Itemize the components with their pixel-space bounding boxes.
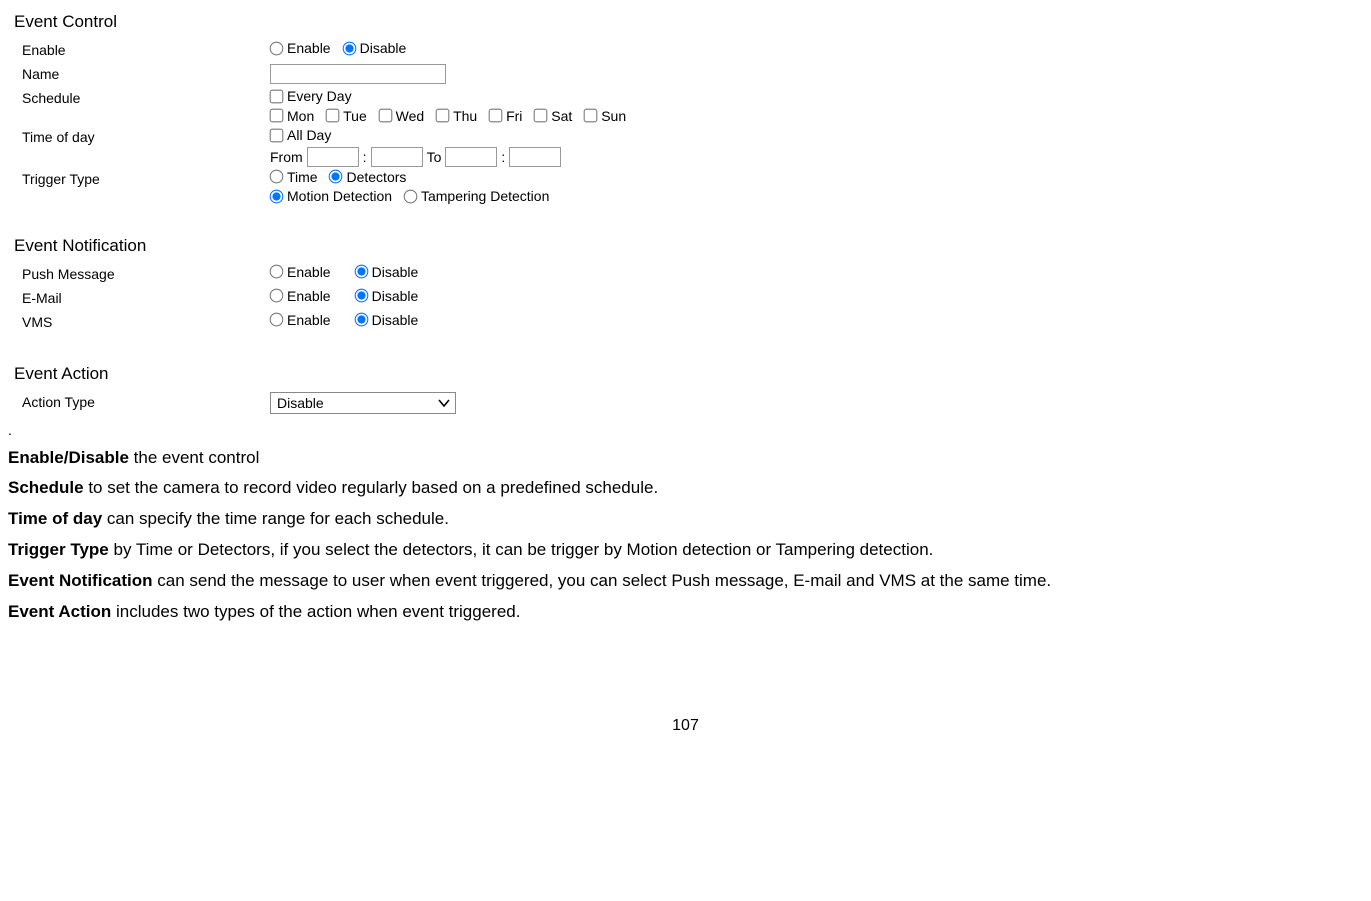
descriptions: Enable/Disable the event control Schedul… bbox=[8, 444, 1367, 627]
check-sat[interactable]: Sat bbox=[534, 108, 572, 124]
colon-1: : bbox=[363, 149, 367, 165]
check-thu-label: Thu bbox=[453, 108, 477, 124]
row-time-of-day: Time of day All Day From : To : bbox=[22, 127, 1367, 167]
label-push-message: Push Message bbox=[22, 264, 270, 282]
input-to-min[interactable] bbox=[509, 147, 561, 167]
colon-2: : bbox=[501, 149, 505, 165]
desc-enable-disable: Enable/Disable the event control bbox=[8, 444, 1367, 473]
label-trigger-type: Trigger Type bbox=[22, 169, 270, 187]
check-tue-label: Tue bbox=[343, 108, 367, 124]
radio-email-enable-label: Enable bbox=[287, 288, 331, 304]
check-all-day-label: All Day bbox=[287, 127, 331, 143]
row-name: Name bbox=[22, 64, 1367, 86]
desc-event-notification: Event Notification can send the message … bbox=[8, 567, 1367, 596]
radio-push-enable-label: Enable bbox=[287, 264, 331, 280]
radio-motion-detection-label: Motion Detection bbox=[287, 188, 392, 204]
radio-vms-enable[interactable]: Enable bbox=[270, 312, 331, 328]
radio-enable-enable[interactable]: Enable bbox=[270, 40, 331, 56]
radio-trigger-detectors-label: Detectors bbox=[346, 169, 406, 185]
label-to: To bbox=[427, 149, 442, 165]
desc-schedule: Schedule to set the camera to record vid… bbox=[8, 474, 1367, 503]
radio-enable-disable[interactable]: Disable bbox=[343, 40, 407, 56]
input-name[interactable] bbox=[270, 64, 446, 84]
radio-vms-disable[interactable]: Disable bbox=[355, 312, 419, 328]
radio-enable-disable-label: Disable bbox=[360, 40, 407, 56]
check-all-day[interactable]: All Day bbox=[270, 127, 331, 143]
check-every-day-label: Every Day bbox=[287, 88, 352, 104]
section-title-event-control: Event Control bbox=[14, 12, 1367, 32]
radio-email-disable-label: Disable bbox=[372, 288, 419, 304]
radio-email-enable[interactable]: Enable bbox=[270, 288, 331, 304]
page-number: 107 bbox=[4, 717, 1367, 735]
desc-trigger-type: Trigger Type by Time or Detectors, if yo… bbox=[8, 536, 1367, 565]
check-sun[interactable]: Sun bbox=[584, 108, 626, 124]
check-sat-label: Sat bbox=[551, 108, 572, 124]
radio-push-disable[interactable]: Disable bbox=[355, 264, 419, 280]
row-vms: VMS Enable Disable bbox=[22, 312, 1367, 334]
radio-tampering-detection[interactable]: Tampering Detection bbox=[404, 188, 549, 204]
stray-dot: . bbox=[8, 422, 1367, 438]
check-tue[interactable]: Tue bbox=[326, 108, 367, 124]
label-email: E-Mail bbox=[22, 288, 270, 306]
check-fri-label: Fri bbox=[506, 108, 522, 124]
radio-vms-disable-label: Disable bbox=[372, 312, 419, 328]
radio-trigger-time[interactable]: Time bbox=[270, 169, 318, 185]
label-from: From bbox=[270, 149, 303, 165]
desc-event-action: Event Action includes two types of the a… bbox=[8, 598, 1367, 627]
chevron-down-icon bbox=[437, 396, 451, 413]
row-enable: Enable Enable Disable bbox=[22, 40, 1367, 62]
check-mon-label: Mon bbox=[287, 108, 314, 124]
section-title-event-action: Event Action bbox=[14, 364, 1367, 384]
radio-enable-enable-label: Enable bbox=[287, 40, 331, 56]
radio-motion-detection[interactable]: Motion Detection bbox=[270, 188, 392, 204]
radio-email-disable[interactable]: Disable bbox=[355, 288, 419, 304]
radio-trigger-detectors[interactable]: Detectors bbox=[329, 169, 406, 185]
label-time-of-day: Time of day bbox=[22, 127, 270, 145]
label-name: Name bbox=[22, 64, 270, 82]
radio-vms-enable-label: Enable bbox=[287, 312, 331, 328]
row-action-type: Action Type Disable bbox=[22, 392, 1367, 414]
label-enable: Enable bbox=[22, 40, 270, 58]
select-action-type[interactable]: Disable bbox=[270, 392, 456, 414]
input-from-hour[interactable] bbox=[307, 147, 359, 167]
row-email: E-Mail Enable Disable bbox=[22, 288, 1367, 310]
label-schedule: Schedule bbox=[22, 88, 270, 106]
check-wed-label: Wed bbox=[396, 108, 425, 124]
radio-push-disable-label: Disable bbox=[372, 264, 419, 280]
row-push-message: Push Message Enable Disable bbox=[22, 264, 1367, 286]
radio-tampering-detection-label: Tampering Detection bbox=[421, 188, 549, 204]
label-action-type: Action Type bbox=[22, 392, 270, 410]
row-schedule: Schedule Every Day Mon Tue Wed Thu Fri S… bbox=[22, 88, 1367, 125]
check-fri[interactable]: Fri bbox=[489, 108, 522, 124]
check-mon[interactable]: Mon bbox=[270, 108, 314, 124]
check-sun-label: Sun bbox=[601, 108, 626, 124]
label-vms: VMS bbox=[22, 312, 270, 330]
select-action-type-value: Disable bbox=[277, 395, 324, 411]
radio-push-enable[interactable]: Enable bbox=[270, 264, 331, 280]
check-every-day[interactable]: Every Day bbox=[270, 88, 352, 104]
section-title-event-notification: Event Notification bbox=[14, 236, 1367, 256]
input-to-hour[interactable] bbox=[445, 147, 497, 167]
check-thu[interactable]: Thu bbox=[436, 108, 477, 124]
radio-trigger-time-label: Time bbox=[287, 169, 318, 185]
row-trigger-type: Trigger Type Time Detectors Motion Detec… bbox=[22, 169, 1367, 206]
desc-time-of-day: Time of day can specify the time range f… bbox=[8, 505, 1367, 534]
input-from-min[interactable] bbox=[371, 147, 423, 167]
check-wed[interactable]: Wed bbox=[379, 108, 425, 124]
